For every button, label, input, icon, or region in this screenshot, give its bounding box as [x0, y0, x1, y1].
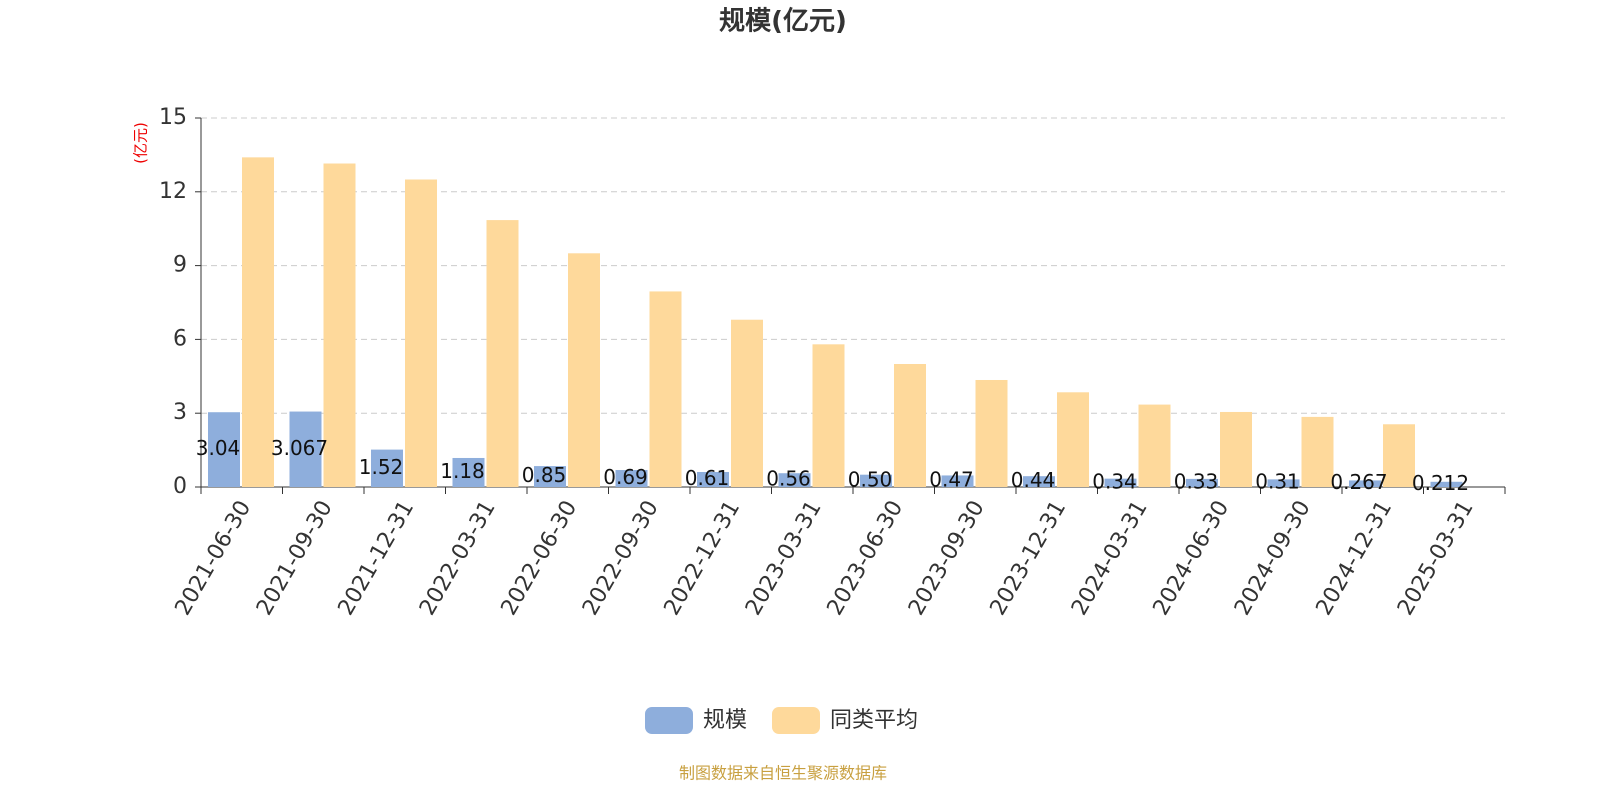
data-label: 0.33 [1174, 469, 1219, 493]
bar [534, 466, 566, 487]
bar [615, 470, 648, 487]
bar [1186, 478, 1218, 487]
data-label: 0.61 [685, 466, 730, 490]
data-label: 0.212 [1412, 471, 1469, 495]
bar [1430, 481, 1463, 487]
bar [860, 474, 892, 487]
data-label: 0.34 [1092, 469, 1137, 493]
bar [1267, 479, 1300, 487]
bar [568, 253, 600, 487]
data-label: 0.85 [522, 463, 567, 487]
chart-title: 规模(亿元) [719, 7, 847, 37]
bar [452, 457, 485, 487]
data-label: 1.18 [440, 459, 485, 483]
x-tick-label: 2022-06-30 [497, 497, 583, 620]
bar [1301, 416, 1334, 487]
data-label: 0.267 [1330, 470, 1387, 494]
x-tick-label: 2023-12-31 [986, 497, 1072, 620]
data-label: 1.52 [359, 455, 404, 479]
x-tick-label: 2024-03-31 [1067, 497, 1153, 620]
bar [778, 473, 811, 487]
data-label: 3.04 [196, 436, 241, 460]
bar [1349, 480, 1381, 487]
bar [371, 449, 403, 487]
bar [1220, 411, 1252, 487]
data-label: 0.47 [929, 468, 974, 492]
bar [697, 471, 729, 487]
bar [975, 379, 1008, 487]
x-tick-label: 2022-03-31 [415, 497, 501, 620]
x-tick-label: 2024-06-30 [1149, 497, 1235, 620]
data-label: 0.31 [1255, 470, 1300, 494]
bar [323, 163, 356, 487]
bar [242, 157, 274, 488]
bar [941, 475, 974, 487]
x-tick-label: 2022-12-31 [660, 497, 746, 620]
y-tick-label: 0 [173, 474, 187, 499]
bar [812, 344, 845, 487]
bar [289, 411, 322, 487]
x-tick-label: 2021-09-30 [252, 497, 338, 620]
x-tick-label: 2023-06-30 [823, 497, 909, 620]
x-tick-label: 2022-09-30 [578, 497, 664, 620]
legend-swatch [645, 707, 693, 734]
bar [1104, 478, 1137, 487]
x-tick-label: 2021-06-30 [171, 497, 257, 620]
data-label: 0.44 [1011, 468, 1056, 492]
bar [894, 364, 926, 487]
bar [1138, 404, 1171, 487]
x-tick-label: 2025-03-31 [1393, 497, 1479, 620]
legend-swatch [772, 707, 820, 734]
data-label: 3.067 [271, 436, 328, 460]
legend-label: 同类平均 [830, 708, 918, 733]
x-tick-label: 2023-09-30 [904, 497, 990, 620]
y-axis-label: (亿元) [132, 122, 150, 164]
bar [1383, 424, 1415, 487]
bar [1057, 392, 1089, 487]
bar [486, 220, 519, 487]
x-tick-label: 2024-12-31 [1312, 497, 1398, 620]
x-tick-label: 2023-03-31 [741, 497, 827, 620]
x-tick-label: 2021-12-31 [334, 497, 420, 620]
y-tick-label: 15 [159, 105, 187, 130]
y-tick-label: 12 [159, 179, 187, 204]
source-note: 制图数据来自恒生聚源数据库 [679, 764, 887, 783]
data-label: 0.56 [766, 467, 811, 491]
bar [208, 412, 240, 487]
legend-label: 规模 [703, 708, 747, 733]
x-tick-label: 2024-09-30 [1230, 497, 1316, 620]
data-label: 0.50 [848, 467, 893, 491]
y-tick-label: 3 [173, 400, 187, 425]
bar [649, 291, 682, 487]
data-label: 0.69 [603, 465, 648, 489]
y-tick-label: 9 [173, 253, 187, 278]
y-tick-label: 6 [173, 326, 187, 351]
bar [1023, 476, 1055, 487]
bar [405, 179, 437, 487]
bar [731, 319, 763, 487]
